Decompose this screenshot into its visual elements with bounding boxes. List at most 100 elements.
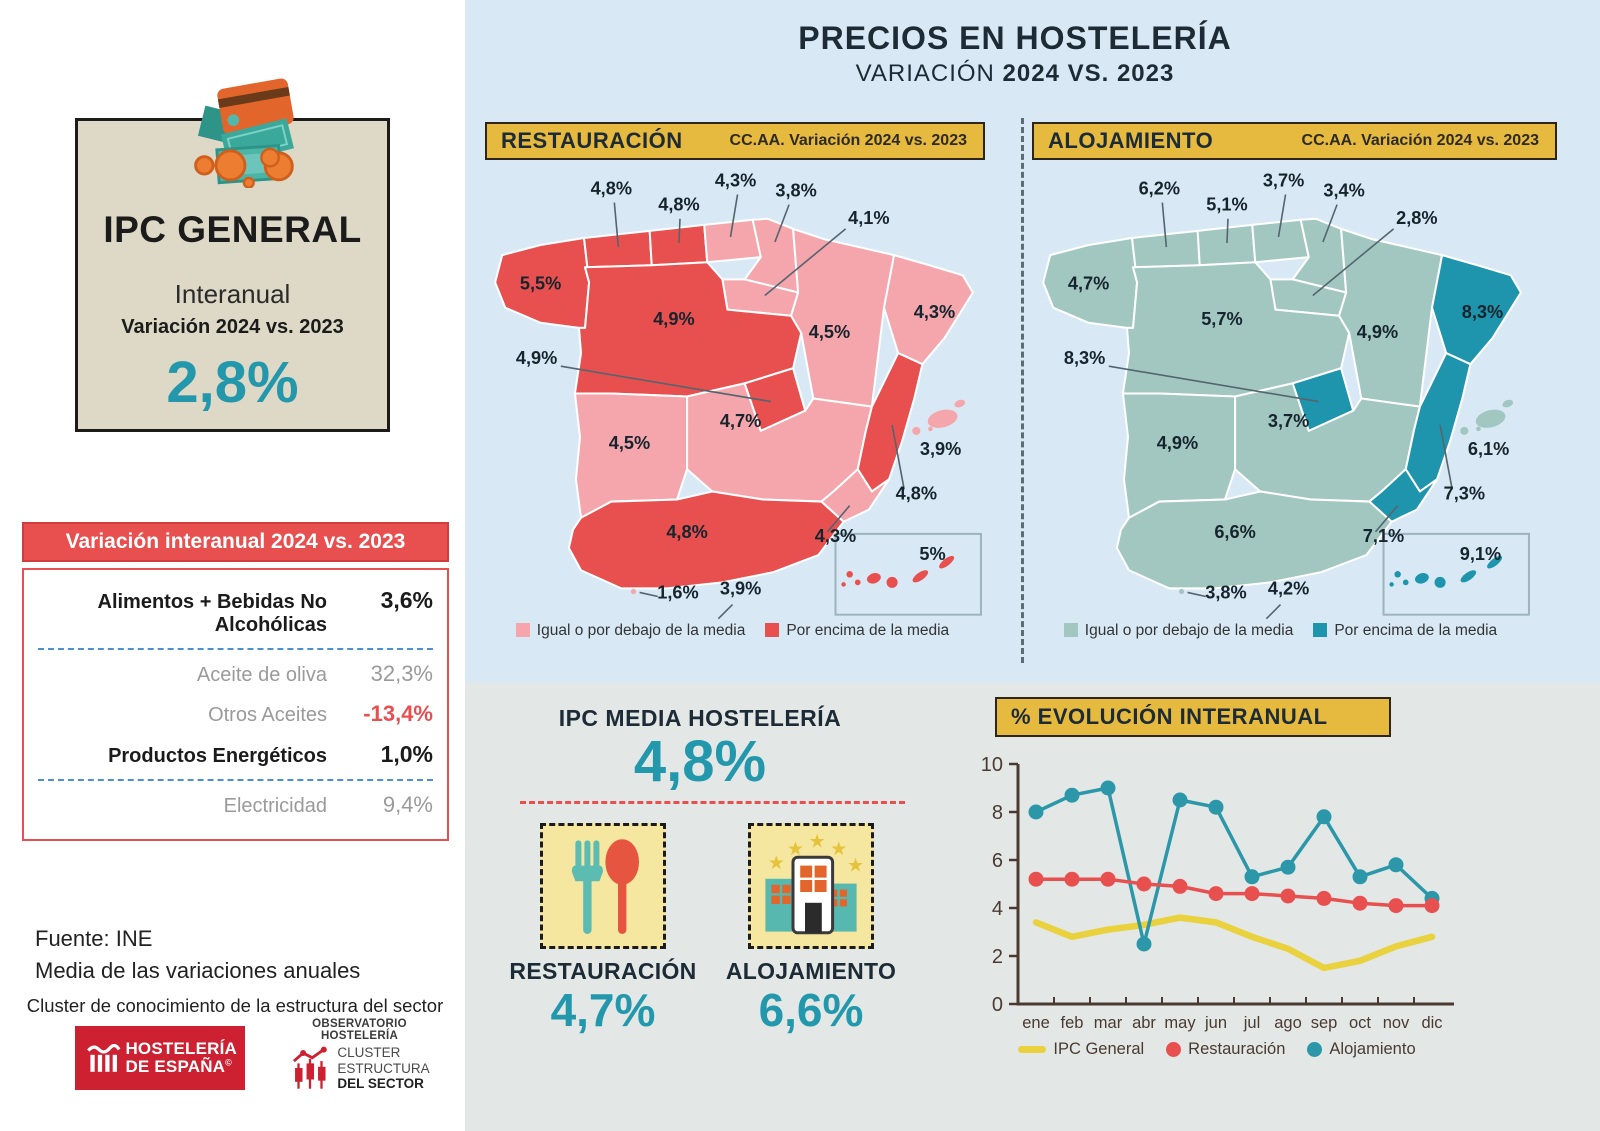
region-cataluna xyxy=(882,254,974,366)
map-value-canarias: 9,1% xyxy=(1460,544,1501,564)
y-tick-label: 6 xyxy=(992,850,1003,872)
page-subtitle-regular: VARIACIÓN xyxy=(855,60,1003,87)
map-value-cantabria: 4,8% xyxy=(658,195,699,215)
row-value: 1,0% xyxy=(380,741,433,767)
chart-point-alojamiento xyxy=(1316,809,1332,825)
chart-legend-item: Restauración xyxy=(1166,1040,1285,1059)
restauracion-icon-box xyxy=(540,823,666,949)
x-tick-label: jul xyxy=(1243,1014,1261,1032)
x-tick-label: oct xyxy=(1349,1014,1371,1032)
leader-line xyxy=(1277,194,1287,238)
hosteleria-logo-line1: HOSTELERÍA xyxy=(125,1039,237,1059)
ipc-general-subtitle: Interanual xyxy=(174,279,291,309)
leader-line xyxy=(613,202,620,248)
observatorio-logo-title: OBSERVATORIO HOSTELERÍA xyxy=(312,1018,407,1042)
region-canarias xyxy=(854,579,861,586)
star-icon: ★ xyxy=(787,839,804,860)
map-value-castillayleon: 4,9% xyxy=(653,309,694,329)
observatorio-logo-lines: CLUSTER ESTRUCTURA DEL SECTOR xyxy=(337,1045,429,1092)
map-value-murcia: 7,1% xyxy=(1363,526,1404,546)
leader-line xyxy=(891,424,905,490)
map-value-melilla: 3,9% xyxy=(720,578,761,598)
map-value-extremadura: 4,5% xyxy=(609,433,650,453)
region-baleares xyxy=(1475,409,1506,428)
restauracion-map-header: RESTAURACIÓN CC.AA. Variación 2024 vs. 2… xyxy=(485,122,985,160)
chart-point-alojamiento xyxy=(1028,804,1044,820)
map-value-canarias: 5% xyxy=(919,544,945,564)
canarias-inset-box xyxy=(834,532,982,616)
cluster-caption: Cluster de conocimiento de la estructura… xyxy=(26,995,444,1016)
chart-point-alojamiento xyxy=(1136,936,1152,952)
restauracion-map-note: CC.AA. Variación 2024 vs. 2023 xyxy=(729,132,967,149)
map-value-cantabria: 5,1% xyxy=(1206,195,1247,215)
region-ceuta xyxy=(1178,588,1185,595)
region-aragon xyxy=(790,227,896,408)
awning-icon xyxy=(87,1043,121,1072)
region-baleares xyxy=(1476,426,1481,432)
chart-point-restauración xyxy=(1244,886,1260,902)
x-tick-label: nov xyxy=(1383,1014,1410,1032)
restauracion-map: 5,5% 4,8% 4,8% 4,3% 3,8% 4,1% 4,9% 4,5% 4,3% 4,9%… xyxy=(494,170,982,620)
region-aragon xyxy=(1338,227,1444,408)
chart-point-alojamiento xyxy=(1100,780,1116,796)
leader-line xyxy=(1374,505,1399,533)
map-value-cataluna: 4,3% xyxy=(914,302,955,322)
variation-table: Variación interanual 2024 vs. 2023 Alime… xyxy=(22,522,449,841)
row-value: -13,4% xyxy=(363,701,433,726)
alojamiento-map: 4,7% 6,2% 5,1% 3,7% 3,4% 2,8% 5,7% 4,9% 8,3% 8,3%… xyxy=(1042,170,1530,620)
map-value-madrid: 4,9% xyxy=(516,348,557,368)
chart-point-restauración xyxy=(1208,886,1224,902)
dashed-divider xyxy=(38,779,433,781)
region-cantabria xyxy=(1196,223,1257,267)
map-value-aragon: 4,9% xyxy=(1357,322,1398,342)
row-value: 32,3% xyxy=(370,661,433,686)
region-canarias xyxy=(1414,573,1429,584)
alojamiento-map-title: ALOJAMIENTO xyxy=(1048,128,1214,153)
map-value-extremadura: 4,9% xyxy=(1157,433,1198,453)
variation-table-header: Variación interanual 2024 vs. 2023 xyxy=(22,522,449,562)
map-value-galicia: 5,5% xyxy=(520,273,561,293)
leader-line xyxy=(1439,424,1453,490)
x-tick-label: dic xyxy=(1421,1014,1442,1032)
observatorio-line2: ESTRUCTURA xyxy=(337,1060,430,1076)
chart-line-ipc-general xyxy=(1032,914,1436,972)
observatorio-logo: OBSERVATORIO HOSTELERÍA CLUSTER ESTRUCTU… xyxy=(272,1018,447,1092)
chart-point-alojamiento xyxy=(1244,869,1260,885)
dashed-divider xyxy=(38,648,433,650)
region-murcia xyxy=(820,468,891,523)
legend-label: Igual o por debajo de la media xyxy=(536,622,746,639)
copyright-mark: © xyxy=(225,1057,233,1068)
alojamiento-map-legend: Igual o por debajo de la media Por encima… xyxy=(1028,622,1533,640)
map-value-cataluna: 8,3% xyxy=(1462,302,1503,322)
table-row: Electricidad 9,4% xyxy=(38,785,433,825)
chart-point-restauración xyxy=(1100,871,1116,887)
y-tick-label: 4 xyxy=(992,898,1003,920)
ipc-media-value: 4,8% xyxy=(633,729,767,794)
y-tick-label: 2 xyxy=(992,946,1003,968)
leader-line xyxy=(560,365,772,403)
observatorio-line1: CLUSTER xyxy=(337,1045,401,1060)
row-value: 3,6% xyxy=(380,587,433,613)
map-value-paisvasco: 3,7% xyxy=(1263,170,1304,190)
map-value-paisvasco: 4,3% xyxy=(715,170,756,190)
star-icon: ★ xyxy=(809,832,826,853)
summary-divider xyxy=(520,801,905,804)
leader-line xyxy=(764,228,847,297)
chart-legend-item: IPC General xyxy=(1018,1040,1144,1059)
map-value-valencia: 4,8% xyxy=(896,484,937,504)
leader-line xyxy=(678,218,681,244)
x-tick-label: feb xyxy=(1061,1014,1084,1032)
star-icon: ★ xyxy=(847,856,864,877)
y-tick-label: 0 xyxy=(992,994,1003,1016)
legend-item-below: Igual o por debajo de la media xyxy=(1063,622,1294,640)
x-tick-label: abr xyxy=(1132,1014,1156,1032)
map-value-aragon: 4,5% xyxy=(809,322,850,342)
map-value-andalucia: 6,6% xyxy=(1214,522,1255,542)
chart-title: % EVOLUCIÓN INTERANUAL xyxy=(1011,704,1328,729)
page-subtitle: VARIACIÓN 2024 VS. 2023 xyxy=(465,60,1565,88)
table-row: Alimentos + Bebidas No Alcohólicas 3,6% xyxy=(38,580,434,644)
x-tick-label: may xyxy=(1164,1014,1196,1032)
legend-label: Igual o por debajo de la media xyxy=(1084,622,1294,639)
chart-point-restauración xyxy=(1316,890,1332,906)
region-canarias xyxy=(866,573,881,584)
